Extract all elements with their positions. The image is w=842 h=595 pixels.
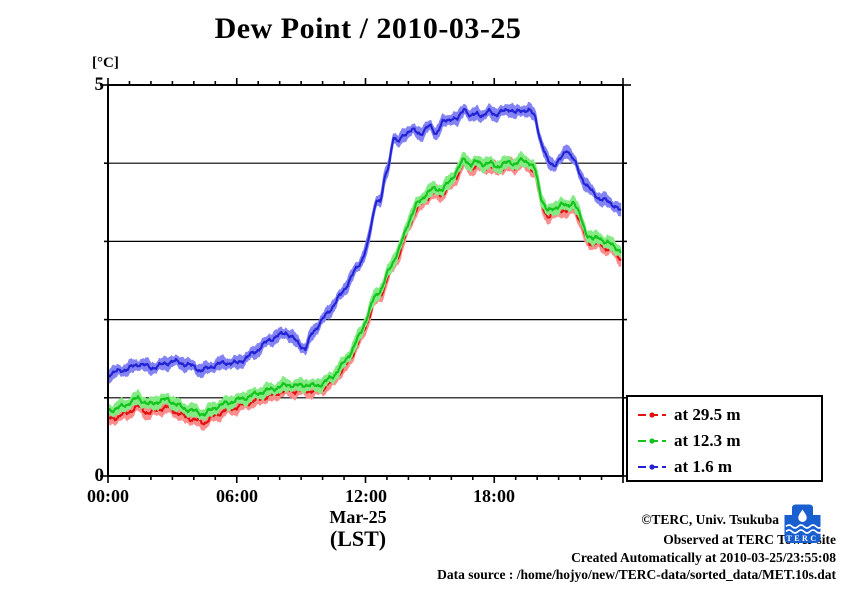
- legend-label: at 1.6 m: [674, 457, 733, 476]
- y-axis-tick-5: 5: [94, 74, 105, 95]
- legend-item-1-6m: at 1.6 m: [637, 454, 821, 480]
- x-axis-tick-1200: 12:00: [345, 486, 387, 506]
- footer-copyright: ©TERC, Univ. Tsukuba: [641, 512, 779, 527]
- legend-label: at 12.3 m: [674, 431, 741, 450]
- legend-item-12-3m: at 12.3 m: [637, 428, 821, 454]
- page-title: Dew Point / 2010-03-25: [214, 12, 522, 45]
- terc-logo: TERC: [784, 504, 823, 543]
- x-axis-tick-0000: 00:00: [87, 486, 129, 506]
- x-axis-tick-1800: 18:00: [473, 486, 515, 506]
- x-axis-tick-0600: 06:00: [216, 486, 258, 506]
- footer-created-at: Created Automatically at 2010-03-25/23:5…: [571, 550, 836, 565]
- y-axis-tick-0: 0: [94, 465, 105, 486]
- terc-logo-text: TERC: [786, 534, 818, 543]
- x-axis-lst-label: (LST): [329, 526, 387, 551]
- legend-line-sample-green-icon: [638, 438, 666, 444]
- x-axis-date-label: Mar-25: [329, 507, 387, 527]
- footer-data-source: Data source : /home/hojyo/new/TERC-data/…: [437, 567, 836, 582]
- legend-item-29-5m: at 29.5 m: [637, 402, 821, 428]
- legend-line-sample-red-icon: [638, 412, 666, 418]
- legend-line-sample-blue-icon: [638, 464, 666, 470]
- legend-label: at 29.5 m: [674, 405, 741, 424]
- chart-legend: at 29.5 m at 12.3 m at 1.6 m: [626, 395, 823, 482]
- y-axis-unit-label: [°C]: [92, 55, 119, 71]
